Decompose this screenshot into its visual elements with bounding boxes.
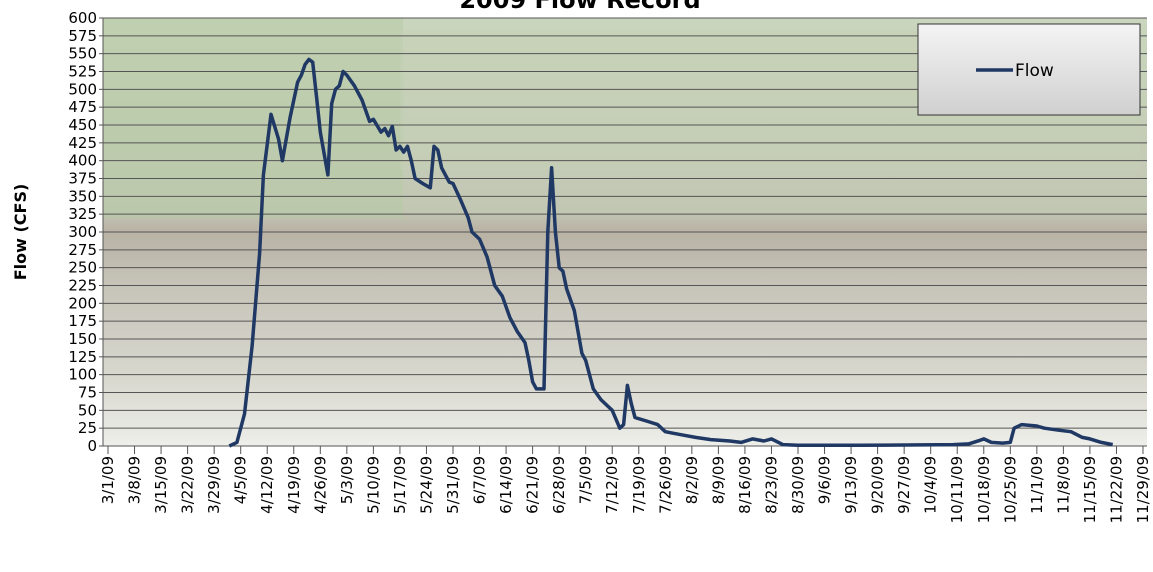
x-tick-label: 9/20/09 (869, 456, 887, 514)
y-tick-label: 275 (68, 241, 97, 259)
y-tick-label: 300 (68, 223, 97, 241)
y-tick-label: 125 (68, 348, 97, 366)
y-tick-label: 25 (78, 419, 97, 437)
y-tick-label: 575 (68, 27, 97, 45)
x-tick-label: 8/16/09 (736, 456, 754, 514)
x-tick-label: 8/30/09 (789, 456, 807, 514)
x-tick-label: 5/10/09 (364, 456, 382, 514)
y-tick-label: 550 (68, 45, 97, 63)
x-tick-label: 11/8/09 (1054, 456, 1072, 514)
x-tick-label: 11/29/09 (1134, 456, 1152, 523)
x-tick-label: 5/3/09 (338, 456, 356, 504)
x-tick-label: 10/4/09 (922, 456, 940, 514)
y-tick-label: 0 (87, 437, 97, 455)
x-tick-label: 5/24/09 (417, 456, 435, 514)
x-tick-label: 6/21/09 (524, 456, 542, 514)
x-tick-label: 7/5/09 (577, 456, 595, 504)
legend-label: Flow (1015, 61, 1054, 81)
y-axis-label: Flow (CFS) (11, 184, 30, 281)
x-tick-label: 10/25/09 (1001, 456, 1019, 523)
x-tick-label: 9/6/09 (816, 456, 834, 504)
x-tick-label: 11/1/09 (1028, 456, 1046, 514)
y-tick-label: 200 (68, 294, 97, 312)
y-tick-label: 150 (68, 330, 97, 348)
x-tick-label: 7/12/09 (603, 456, 621, 514)
x-tick-label: 7/19/09 (630, 456, 648, 514)
x-tick-label: 11/15/09 (1081, 456, 1099, 523)
y-tick-label: 400 (68, 152, 97, 170)
x-tick-label: 3/15/09 (152, 456, 170, 514)
y-tick-label: 350 (68, 187, 97, 205)
y-tick-label: 525 (68, 63, 97, 81)
x-tick-label: 10/11/09 (948, 456, 966, 523)
y-tick-label: 75 (78, 384, 97, 402)
x-tick-label: 9/13/09 (842, 456, 860, 514)
x-tick-label: 3/1/09 (99, 456, 117, 504)
legend-box (917, 23, 1141, 116)
x-tick-label: 11/22/09 (1107, 456, 1125, 523)
y-tick-label: 175 (68, 312, 97, 330)
y-tick-label: 225 (68, 277, 97, 295)
x-tick-label: 4/12/09 (258, 456, 276, 514)
x-tick-label: 3/22/09 (179, 456, 197, 514)
x-tick-label: 4/19/09 (285, 456, 303, 514)
y-tick-label: 325 (68, 205, 97, 223)
x-tick-label: 6/28/09 (550, 456, 568, 514)
x-tick-label: 3/29/09 (205, 456, 223, 514)
x-tick-label: 8/2/09 (683, 456, 701, 504)
x-tick-label: 6/14/09 (497, 456, 515, 514)
chart-title: 2009 Flow Record (459, 0, 700, 14)
x-tick-label: 4/26/09 (311, 456, 329, 514)
y-tick-label: 475 (68, 98, 97, 116)
flow-line (228, 57, 1114, 448)
x-tick-label: 6/7/09 (471, 456, 489, 504)
y-tick-label: 50 (78, 401, 97, 419)
x-tick-label: 5/31/09 (444, 456, 462, 514)
y-tick-label: 425 (68, 134, 97, 152)
x-tick-label: 7/26/09 (656, 456, 674, 514)
x-tick-label: 5/17/09 (391, 456, 409, 514)
y-tick-label: 100 (68, 366, 97, 384)
y-tick-label: 250 (68, 259, 97, 277)
photo-tint (103, 18, 403, 218)
x-tick-label: 10/18/09 (975, 456, 993, 523)
x-tick-label: 8/9/09 (709, 456, 727, 504)
x-tick-label: 8/23/09 (762, 456, 780, 514)
x-tick-label: 4/5/09 (232, 456, 250, 504)
y-tick-label: 500 (68, 80, 97, 98)
y-tick-label: 450 (68, 116, 97, 134)
x-tick-label: 9/27/09 (895, 456, 913, 514)
y-tick-label: 375 (68, 170, 97, 188)
x-tick-label: 3/8/09 (126, 456, 144, 504)
y-tick-label: 600 (68, 9, 97, 27)
